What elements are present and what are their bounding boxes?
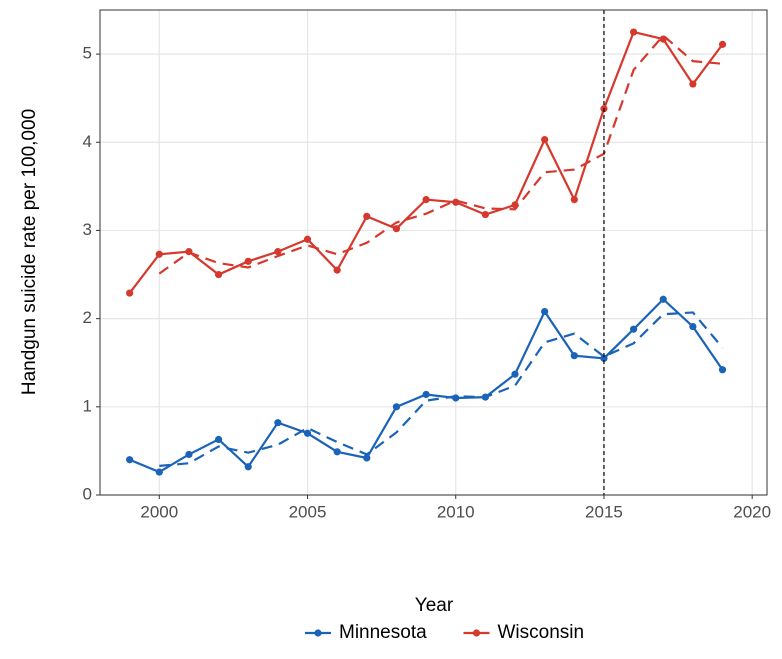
point [185, 248, 193, 256]
point [244, 257, 252, 265]
y-tick-label: 5 [83, 44, 92, 63]
grid [100, 10, 767, 496]
point [541, 307, 549, 316]
point [422, 195, 430, 204]
point [630, 28, 638, 36]
y-tick-label: 1 [83, 396, 92, 415]
legend: Minnesota Wisconsin [305, 622, 584, 643]
point [659, 295, 667, 303]
plot [126, 10, 727, 495]
legend-label: Minnesota [339, 622, 427, 643]
point [363, 212, 371, 220]
trend-line [158, 34, 723, 275]
x-tick-label: 2005 [289, 502, 327, 521]
point [481, 210, 489, 219]
point [718, 366, 727, 374]
point [689, 322, 697, 331]
x-tick-label: 2010 [437, 502, 475, 521]
point [274, 248, 282, 256]
point [126, 456, 134, 464]
point [452, 198, 460, 206]
point [541, 136, 549, 144]
point [481, 393, 489, 401]
x-tick-label: 2015 [585, 502, 623, 521]
point [155, 250, 163, 258]
y-tick-label: 3 [83, 220, 92, 239]
point [659, 35, 667, 43]
point [155, 468, 163, 476]
point [274, 419, 282, 427]
legend-label: Wisconsin [498, 622, 585, 643]
y-tick-label: 2 [83, 308, 92, 327]
x-axis-label: Year [415, 595, 454, 616]
panel-border [99, 9, 768, 496]
y-tick-label: 0 [83, 484, 92, 503]
point [214, 435, 223, 444]
point [333, 266, 341, 274]
point [244, 463, 252, 471]
y-axis-label: Handgun suicide rate per 100,000 [19, 109, 40, 395]
point [630, 325, 638, 333]
point [600, 354, 608, 362]
point [185, 450, 193, 459]
point [126, 289, 134, 297]
point [422, 390, 430, 399]
point [363, 454, 371, 462]
point [303, 235, 312, 243]
point [511, 201, 519, 209]
legend-key-point [314, 629, 322, 637]
y-tick-label: 4 [83, 132, 92, 151]
trend-line [159, 311, 724, 467]
point [689, 80, 697, 88]
legend-key-point [472, 629, 481, 637]
point [214, 270, 223, 279]
point [511, 370, 519, 378]
point [452, 394, 460, 402]
point [570, 352, 578, 360]
point [303, 429, 312, 437]
x-tick-label: 2020 [733, 502, 771, 521]
point [333, 448, 341, 456]
point [570, 195, 578, 204]
x-tick-label: 2000 [140, 502, 178, 521]
point [392, 403, 401, 411]
point [392, 225, 401, 233]
point [718, 40, 727, 48]
